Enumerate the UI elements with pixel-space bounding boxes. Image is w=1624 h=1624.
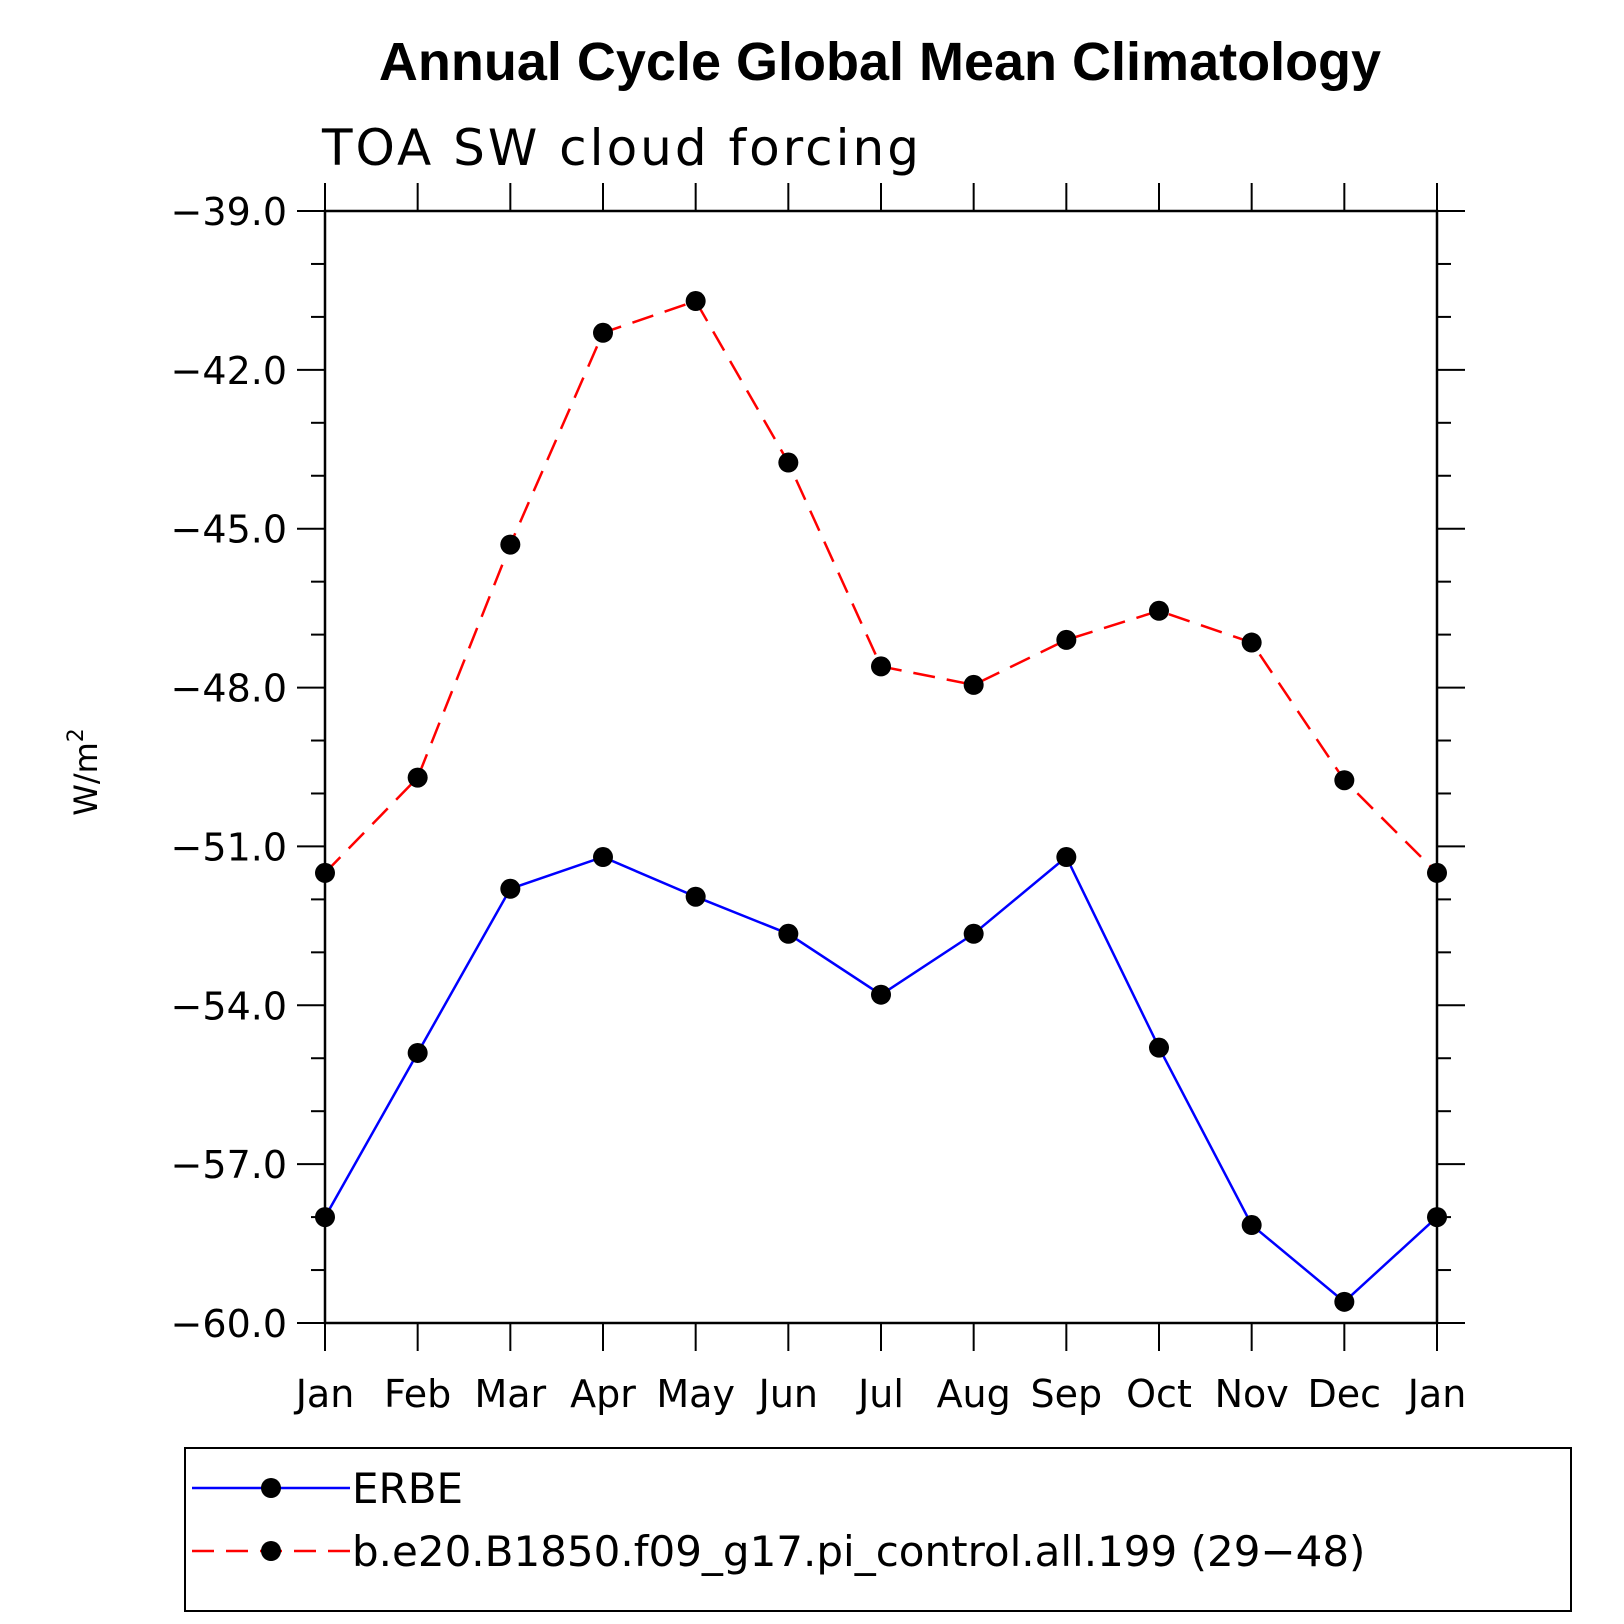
- legend-label-2: b.e20.B1850.f09_g17.pi_control.all.199 (…: [352, 1527, 1365, 1576]
- series-2-point: [685, 291, 706, 312]
- series-1-point: [1427, 1207, 1447, 1228]
- series-1-point: [1241, 1215, 1262, 1236]
- y-tick-label: −57.0: [171, 1143, 287, 1187]
- x-tick-label: Apr: [570, 1372, 636, 1416]
- series-2-point: [500, 534, 521, 555]
- series-2-point: [593, 322, 613, 343]
- x-tick-label: Mar: [474, 1372, 546, 1416]
- chart-subtitle: TOA SW cloud forcing: [321, 119, 922, 177]
- x-tick-label: Oct: [1126, 1372, 1192, 1416]
- x-tick-label: Dec: [1308, 1372, 1382, 1416]
- x-tick-label: Nov: [1215, 1372, 1289, 1416]
- series-2-point: [1056, 629, 1077, 650]
- series-1-point: [315, 1207, 335, 1228]
- y-tick-label: −45.0: [171, 508, 287, 552]
- x-tick-label: Feb: [384, 1372, 451, 1416]
- x-tick-label: Jan: [1406, 1372, 1467, 1416]
- legend-label-1: ERBE: [352, 1464, 463, 1513]
- y-axis-label-superscript: 2: [64, 728, 89, 742]
- y-tick-label: −51.0: [171, 825, 287, 869]
- legend-marker-2: [261, 1541, 281, 1561]
- x-tick-label: Jul: [856, 1372, 904, 1416]
- x-tick-label: Jan: [294, 1372, 355, 1416]
- series-2-point: [407, 767, 428, 788]
- legend: ERBE b.e20.B1850.f09_g17.pi_control.all.1…: [184, 1447, 1572, 1612]
- series-line-1: [323, 855, 1438, 1304]
- series-2-point: [963, 674, 984, 695]
- x-tick-label: Sep: [1031, 1372, 1103, 1416]
- series-2-point: [778, 452, 799, 473]
- series-2-point: [1241, 632, 1262, 653]
- chart-title: Annual Cycle Global Mean Climatology: [379, 32, 1381, 92]
- series-1-point: [685, 886, 706, 907]
- series-1-point: [963, 923, 984, 944]
- y-tick-label: −48.0: [171, 667, 287, 711]
- legend-box: [184, 1447, 1572, 1612]
- series-2-point: [1427, 862, 1447, 883]
- series-2-point: [871, 656, 891, 677]
- series-1-point: [778, 923, 799, 944]
- series-1-point: [1149, 1037, 1169, 1058]
- legend-items: ERBE b.e20.B1850.f09_g17.pi_control.all.1…: [192, 1464, 1365, 1576]
- series-2-point: [315, 862, 335, 883]
- series-1-point: [500, 878, 521, 899]
- plot-frame: [323, 209, 1439, 1325]
- series-1-point: [593, 847, 613, 868]
- x-tick-label: Jun: [757, 1372, 818, 1416]
- series-line-2: [324, 299, 1438, 874]
- y-tick-label: −54.0: [171, 984, 287, 1028]
- x-tick-label: May: [656, 1372, 735, 1416]
- series-2-point: [1334, 770, 1355, 791]
- axes: −39.0 −42.0 −45.0 −48.0 −51.0 −54.0 −57.0 −60.0…: [171, 183, 1467, 1416]
- series-1-point: [1334, 1291, 1355, 1312]
- series-1-point: [1056, 847, 1077, 868]
- x-tick-label: Aug: [937, 1372, 1011, 1416]
- series-1-point: [407, 1042, 428, 1063]
- series-1-point: [871, 984, 891, 1005]
- y-tick-label: −60.0: [171, 1302, 287, 1346]
- y-axis-label: W/m2: [64, 728, 105, 816]
- y-tick-label: −42.0: [171, 349, 287, 393]
- legend-marker-1: [261, 1478, 281, 1498]
- y-tick-label: −39.0: [171, 190, 287, 234]
- series-2-point: [1149, 600, 1169, 621]
- series-layer: [315, 291, 1447, 1312]
- y-axis-label-text: W/m: [67, 742, 105, 816]
